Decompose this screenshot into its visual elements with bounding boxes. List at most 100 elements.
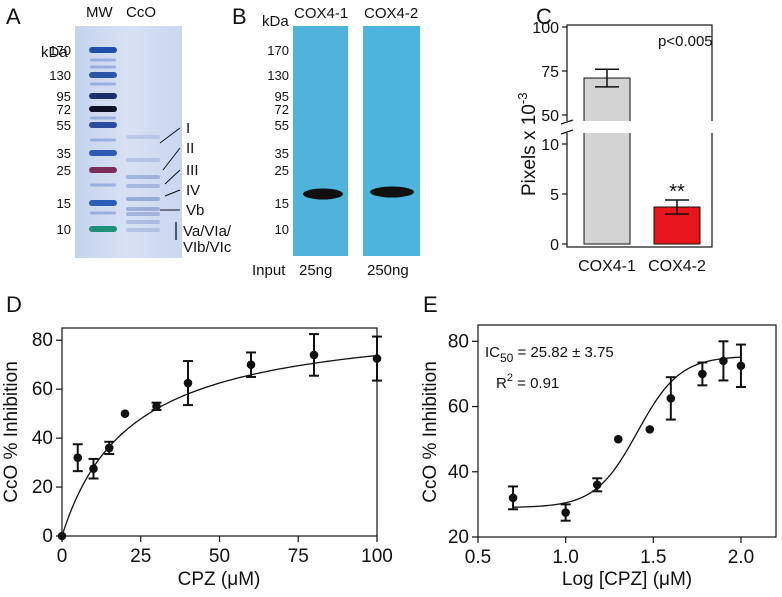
blot-b-lane2 <box>363 26 420 256</box>
subunit-pointer-IV <box>164 189 181 197</box>
cco-band-6 <box>126 212 160 216</box>
d-point-0 <box>57 531 67 541</box>
e-ytick-label-20: 20 <box>448 527 469 548</box>
d-xtick-label-100: 100 <box>361 546 393 567</box>
c-xtick-label-COX4-2: COX4-2 <box>648 258 706 275</box>
panel-e: E 0.5 1.0 1.5 2.0 20 40 60 80 IC50 = 25.82 ± 3.… <box>420 292 777 590</box>
mw-marker-b-95: 95 <box>275 89 289 104</box>
panel-a-kda-label: kDa <box>41 44 68 61</box>
mw-faint-band-4 <box>90 138 116 142</box>
e-ytick-label-80: 80 <box>448 331 469 352</box>
c-ytick-label-50: 50 <box>541 108 559 125</box>
e-point-0 <box>508 493 518 503</box>
blot-band-cox4-1 <box>303 188 343 200</box>
d-point-2 <box>89 464 98 474</box>
axis-break-mark-bottom <box>560 129 574 135</box>
panel-e-label: E <box>423 292 438 317</box>
blot-b-lane1 <box>293 26 348 256</box>
cco-band-2 <box>126 175 160 179</box>
mw-faint-band-1 <box>90 65 116 69</box>
e-point-8 <box>736 361 746 371</box>
d-point-4 <box>120 409 130 418</box>
mw-faint-band-2 <box>90 82 116 86</box>
d-ytick-label-20: 20 <box>32 477 53 498</box>
d-point-6 <box>183 378 193 388</box>
panel-a-label: A <box>6 4 21 29</box>
e-point-6 <box>698 369 707 379</box>
e-point-2 <box>592 480 602 490</box>
subunit-label-III: III <box>186 162 199 179</box>
d-point-1 <box>73 453 83 462</box>
d-point-8 <box>309 350 319 360</box>
mw-marker-a-170: 170 <box>49 43 71 58</box>
d-point-9 <box>372 354 382 363</box>
c-ytick-label-100: 100 <box>532 20 559 37</box>
subunit-group-line1: Va/VIa/ <box>183 223 232 240</box>
e-xtick-label-1.0: 1.0 <box>552 547 578 568</box>
panel-b-lane1-header: COX4-1 <box>294 5 348 22</box>
mw-faint-band-0 <box>90 58 116 62</box>
chart-d-ylabel: CcO % Inhibition <box>1 361 22 503</box>
d-point-7 <box>246 360 256 370</box>
mw-marker-b-15: 15 <box>275 196 289 211</box>
mw-marker-b-170: 170 <box>267 43 289 58</box>
c-ytick-label-10: 10 <box>541 137 559 154</box>
e-point-7 <box>719 356 728 366</box>
input-lane2: 250ng <box>367 262 409 279</box>
input-label: Input <box>252 262 286 279</box>
e-xtick-label-0.5: 0.5 <box>465 547 491 568</box>
c-ytick-label-0: 0 <box>550 237 559 254</box>
d-ytick-label-60: 60 <box>32 379 53 400</box>
mw-band-a-10 <box>89 226 117 232</box>
mw-marker-a-25: 25 <box>57 163 71 178</box>
axis-break-mark-top <box>560 119 574 125</box>
mw-band-a-25 <box>89 167 117 173</box>
chart-e-ic50: IC50 = 25.82 ± 3.75 <box>485 344 614 365</box>
mw-marker-b-130: 130 <box>267 68 289 83</box>
d-ytick-label-40: 40 <box>32 428 53 449</box>
mw-band-a-55 <box>89 122 117 128</box>
d-point-3 <box>104 443 114 453</box>
panel-d: D 0 25 50 75 100 0 20 40 60 80 CPZ (μM) CcO % Inh… <box>1 292 393 590</box>
e-point-1 <box>561 508 570 517</box>
mw-marker-b-72: 72 <box>275 102 289 117</box>
chart-c-ylabel: Pixels x 10-3 <box>515 93 540 196</box>
chart-c-frame <box>566 24 713 248</box>
e-ytick-label-60: 60 <box>448 397 469 418</box>
panel-c-label: C <box>536 4 552 29</box>
mw-marker-a-55: 55 <box>57 118 71 133</box>
subunit-label-I: I <box>186 120 190 137</box>
chart-d-frame <box>61 327 378 537</box>
mw-marker-b-10: 10 <box>275 222 289 237</box>
panel-b-lane2-header: COX4-2 <box>364 5 418 22</box>
mw-faint-band-5 <box>90 183 116 187</box>
bar-COX4-1 <box>583 77 631 245</box>
chart-e-frame <box>477 324 777 538</box>
cco-band-8 <box>126 228 160 232</box>
panel-d-label: D <box>6 292 22 317</box>
cco-band-7 <box>126 220 160 224</box>
chart-e-r2: R2 = 0.91 <box>496 372 559 392</box>
mw-marker-a-95: 95 <box>57 89 71 104</box>
mw-marker-a-130: 130 <box>49 68 71 83</box>
subunit-label-II: II <box>186 140 194 157</box>
c-xtick-label-COX4-1: COX4-1 <box>578 258 636 275</box>
mw-band-a-95 <box>89 93 117 99</box>
d-xtick-label-25: 25 <box>130 546 151 567</box>
significance-COX4-2: ** <box>669 181 685 203</box>
chart-c-pvalue: p<0.005 <box>658 33 713 50</box>
cco-band-5 <box>126 207 160 211</box>
blot-band-cox4-2 <box>370 186 414 198</box>
mw-marker-b-25: 25 <box>275 163 289 178</box>
cco-band-0 <box>126 135 160 139</box>
mw-band-a-170 <box>89 47 117 53</box>
subunit-pointer-II <box>162 147 181 171</box>
e-xtick-label-2.0: 2.0 <box>728 547 754 568</box>
chart-e-ylabel: CcO % Inhibition <box>420 361 441 503</box>
panel-b-kda-label: kDa <box>262 13 289 30</box>
d-ytick-label-80: 80 <box>32 330 53 351</box>
mw-band-a-130 <box>89 72 117 78</box>
panel-b-label: B <box>232 4 247 29</box>
